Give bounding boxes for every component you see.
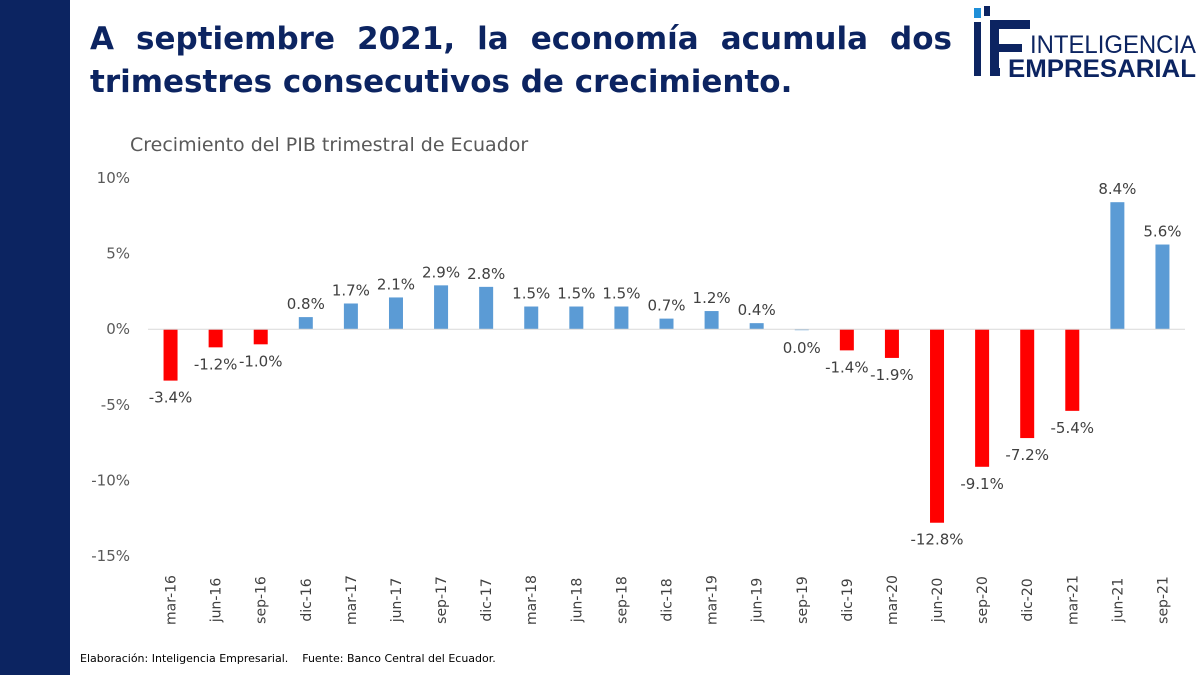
x-tick-label: jun-16 xyxy=(209,578,225,624)
bar-sep-21 xyxy=(1155,244,1170,330)
x-tick-label: dic-19 xyxy=(840,578,856,621)
y-tick-label: -5% xyxy=(101,396,130,414)
data-label: -12.8% xyxy=(910,531,963,549)
data-label: 0.8% xyxy=(287,295,325,313)
x-axis: mar-16 jun-16 sep-16 dic-16 mar-17 jun-17 sep-… xyxy=(148,328,1185,625)
y-tick-label: -10% xyxy=(91,471,130,489)
bar-sep-19 xyxy=(794,329,809,331)
bar-sep-17 xyxy=(434,285,449,330)
y-tick-label: -15% xyxy=(91,547,130,565)
data-label: -9.1% xyxy=(960,475,1004,493)
company-logo: INTELIGENCIA EMPRESARIAL xyxy=(974,6,1196,83)
data-label: 2.8% xyxy=(467,265,505,283)
data-label: 1.5% xyxy=(512,285,550,303)
x-tick-label: mar-19 xyxy=(705,575,721,625)
bar-mar-18 xyxy=(524,306,539,330)
y-axis: 10% 5% 0% -5% -10% -15% xyxy=(91,169,130,565)
logo-line2: EMPRESARIAL xyxy=(1008,55,1196,83)
data-label: 0.0% xyxy=(783,339,821,357)
chart-title: Crecimiento del PIB trimestral de Ecuado… xyxy=(130,134,529,156)
x-tick-label: mar-16 xyxy=(164,575,180,625)
data-label: -1.0% xyxy=(239,352,283,370)
bar-jun-18 xyxy=(569,306,584,330)
x-tick-label: dic-17 xyxy=(479,578,495,621)
data-label: -3.4% xyxy=(149,389,193,407)
bar-dic-19 xyxy=(839,329,854,351)
y-tick-label: 10% xyxy=(97,169,130,187)
bar-dic-20 xyxy=(1020,329,1035,439)
bar-mar-20 xyxy=(884,329,899,358)
x-tick-label: sep-21 xyxy=(1155,576,1171,624)
data-label: -1.2% xyxy=(194,355,238,373)
x-tick-label: jun-20 xyxy=(930,578,946,624)
bar-sep-16 xyxy=(253,329,268,345)
data-label: 1.7% xyxy=(332,281,370,299)
data-label: -1.9% xyxy=(870,366,914,384)
x-tick-label: mar-18 xyxy=(524,575,540,625)
bar-dic-16 xyxy=(298,317,313,330)
bar-jun-21 xyxy=(1110,202,1125,330)
x-tick-label: dic-18 xyxy=(660,578,676,621)
data-label: 2.9% xyxy=(422,263,460,281)
bar-dic-17 xyxy=(479,286,494,330)
x-tick-label: dic-20 xyxy=(1020,578,1036,621)
bar-sep-20 xyxy=(975,329,990,467)
bar-sep-18 xyxy=(614,306,629,330)
headline: A septiembre 2021, la economía acumula d… xyxy=(90,21,952,100)
y-tick-label: 0% xyxy=(106,320,130,338)
bar-mar-16 xyxy=(163,329,178,381)
left-accent-bar xyxy=(0,0,70,675)
y-tick-label: 5% xyxy=(106,245,130,263)
gdp-bar-chart: 10% 5% 0% -5% -10% -15% -3.4%-1.2% -1.0% 0.8% 1.… xyxy=(91,169,1185,625)
data-label: 8.4% xyxy=(1098,180,1136,198)
data-label: 0.4% xyxy=(738,301,776,319)
bar-dic-18 xyxy=(659,318,674,330)
bar-jun-20 xyxy=(930,329,945,523)
bar-mar-17 xyxy=(343,303,358,330)
bar-jun-19 xyxy=(749,323,764,330)
x-tick-label: mar-21 xyxy=(1065,575,1081,625)
bar-mar-19 xyxy=(704,311,719,330)
data-label: 1.5% xyxy=(557,285,595,303)
bar-jun-17 xyxy=(388,297,403,330)
x-tick-label: jun-18 xyxy=(569,578,585,624)
data-label: 0.7% xyxy=(647,297,685,315)
logo-line1: INTELIGENCIA xyxy=(1030,31,1196,59)
data-label: 1.5% xyxy=(602,285,640,303)
x-tick-label: mar-17 xyxy=(344,575,360,625)
data-label: 5.6% xyxy=(1143,223,1181,241)
ie-logo-icon xyxy=(974,6,1030,76)
x-tick-label: mar-20 xyxy=(885,575,901,625)
data-label: 2.1% xyxy=(377,275,415,293)
bars xyxy=(163,202,1170,523)
data-label: -5.4% xyxy=(1051,419,1095,437)
x-tick-label: dic-16 xyxy=(299,578,315,621)
x-tick-label: sep-16 xyxy=(254,576,270,624)
x-tick-label: sep-17 xyxy=(434,576,450,624)
data-labels: -3.4%-1.2% -1.0% 0.8% 1.7% 2.1% 2.9% 2.8% 1.5% 1… xyxy=(149,180,1182,549)
x-tick-label: sep-19 xyxy=(795,576,811,624)
data-label: 1.2% xyxy=(693,289,731,307)
x-tick-label: sep-18 xyxy=(614,576,630,624)
x-tick-label: jun-21 xyxy=(1110,578,1126,624)
footer-source: Elaboración: Inteligencia Empresarial. F… xyxy=(80,652,496,665)
data-label: -1.4% xyxy=(825,358,869,376)
x-tick-label: sep-20 xyxy=(975,576,991,624)
x-tick-label: jun-19 xyxy=(750,578,766,624)
data-label: -7.2% xyxy=(1005,446,1049,464)
bar-mar-21 xyxy=(1065,329,1080,411)
x-tick-label: jun-17 xyxy=(389,578,405,624)
bar-jun-16 xyxy=(208,329,223,348)
